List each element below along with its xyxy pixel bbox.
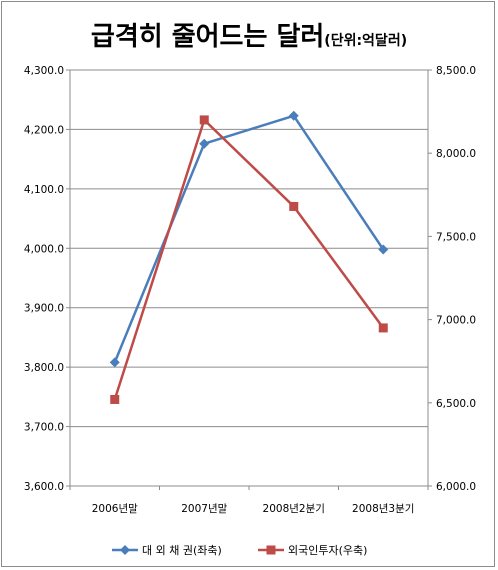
left-tick-label: 3,900.0 <box>24 303 64 315</box>
series-line <box>113 114 385 363</box>
right-tick-label: 7,500.0 <box>436 231 476 243</box>
right-axis-ticks: 6,000.0 6,500.0 7,000.0 7,500.0 8,000.0 8,500… <box>436 65 476 493</box>
category-label: 2006년말 <box>92 503 138 515</box>
left-tick-label: 4,000.0 <box>24 243 64 255</box>
category-label: 2008년3분기 <box>352 503 414 515</box>
data-point <box>109 357 120 368</box>
chart-title-main: 급격히 줄어드는 달러 <box>90 22 325 52</box>
data-point <box>288 110 299 121</box>
data-point <box>378 244 389 255</box>
right-tick-label: 7,000.0 <box>436 315 476 327</box>
chart-title: 급격히 줄어드는 달러(단위:억달러) <box>0 16 498 53</box>
axes <box>69 70 429 490</box>
left-tick-label: 3,700.0 <box>24 422 64 434</box>
data-point <box>289 201 299 211</box>
left-tick-label: 4,100.0 <box>24 184 64 196</box>
left-tick-label: 4,200.0 <box>24 124 64 136</box>
legend-marker <box>266 545 276 555</box>
right-tick-label: 8,500.0 <box>436 65 476 77</box>
data-point <box>378 323 388 333</box>
data-point <box>199 115 209 125</box>
legend: 대 외 채 권(좌축) 외국인투자(우축) <box>112 544 367 557</box>
right-tick-label: 8,000.0 <box>436 148 476 160</box>
left-axis-ticks: 3,600.0 3,700.0 3,800.0 3,900.0 4,000.0 4,100… <box>24 65 64 493</box>
left-tick-label: 4,300.0 <box>24 65 64 77</box>
gridlines <box>66 69 432 487</box>
series-lines <box>109 110 389 404</box>
right-tick-label: 6,500.0 <box>436 398 476 410</box>
data-point <box>199 138 210 149</box>
left-tick-label: 3,800.0 <box>24 362 64 374</box>
category-label: 2007년말 <box>181 503 227 515</box>
legend-label: 대 외 채 권(좌축) <box>142 544 222 557</box>
legend-marker <box>120 545 130 555</box>
category-labels: 2006년말 2007년말 2008년2분기 2008년3분기 <box>92 503 415 515</box>
right-tick-label: 6,000.0 <box>436 481 476 493</box>
category-label: 2008년2분기 <box>263 503 325 515</box>
series-line <box>113 118 385 400</box>
chart-title-unit: (단위:억달러) <box>324 33 408 49</box>
left-tick-label: 3,600.0 <box>24 481 64 493</box>
legend-label: 외국인투자(우축) <box>288 544 367 557</box>
data-point <box>110 394 120 404</box>
